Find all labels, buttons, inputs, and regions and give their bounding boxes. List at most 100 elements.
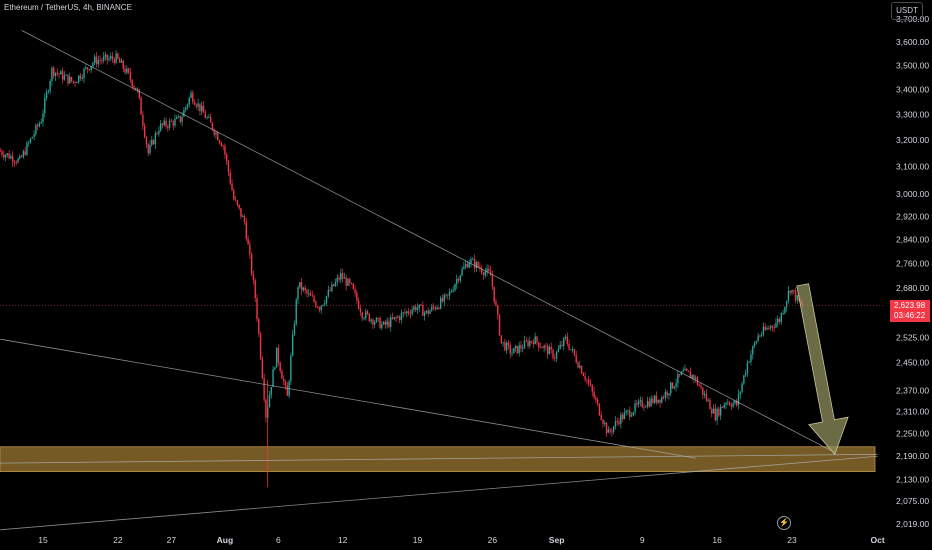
candle-body xyxy=(340,273,342,280)
candle-body xyxy=(447,294,449,296)
price-tick-label: 2,250.00 xyxy=(896,429,929,439)
candle-body xyxy=(152,139,155,145)
support-zone[interactable] xyxy=(0,446,876,472)
candle-body xyxy=(543,345,545,349)
time-tick-label: Oct xyxy=(871,535,885,545)
candle xyxy=(120,58,123,63)
candle xyxy=(113,57,116,66)
candle xyxy=(90,65,92,74)
candle xyxy=(588,375,590,387)
candle xyxy=(534,332,536,345)
projection-arrow[interactable] xyxy=(796,283,849,456)
candle-body xyxy=(231,183,233,191)
candle-body xyxy=(657,399,659,403)
time-axis[interactable]: 15 22 27 Aug 6 12 19 26 Sep 9 16 23 Oct xyxy=(38,535,885,545)
candle-body xyxy=(104,54,107,57)
currency-button[interactable]: USDT xyxy=(891,2,923,20)
candle xyxy=(202,101,205,113)
candle xyxy=(505,340,508,355)
candle xyxy=(374,320,376,328)
candle-body xyxy=(413,306,415,310)
time-tick-label: 26 xyxy=(488,535,498,545)
candle-body xyxy=(532,341,535,345)
candle-body xyxy=(99,60,101,61)
candle-body xyxy=(723,404,725,408)
candle-body xyxy=(29,138,32,143)
candle xyxy=(143,123,146,139)
candle-body xyxy=(168,120,171,128)
trendline[interactable] xyxy=(0,338,696,459)
candle-body xyxy=(143,125,146,137)
price-tick-label: 2,525.00 xyxy=(896,333,929,343)
candle-body xyxy=(768,328,770,329)
candle-body xyxy=(77,75,80,83)
candle-body xyxy=(165,120,167,127)
candle-body xyxy=(744,373,747,376)
candle-body xyxy=(641,400,643,408)
candle-body xyxy=(28,142,30,144)
trendline[interactable] xyxy=(0,453,878,464)
candle-body xyxy=(284,381,287,386)
candle-body xyxy=(753,343,756,347)
candle xyxy=(20,154,23,158)
candle-body xyxy=(416,308,419,311)
candle xyxy=(338,274,340,283)
candle-body xyxy=(773,327,775,328)
trendline[interactable] xyxy=(0,455,878,531)
candle xyxy=(662,395,665,400)
candle-body xyxy=(439,297,442,309)
candle-body xyxy=(382,321,385,325)
candle-body xyxy=(268,394,271,408)
candle xyxy=(643,403,645,412)
candle-body xyxy=(677,374,679,384)
candle-body xyxy=(464,264,467,267)
candle-body xyxy=(26,143,28,155)
candle-body xyxy=(523,340,526,349)
lightning-icon[interactable]: ⚡ xyxy=(777,516,791,530)
candle xyxy=(127,67,130,75)
trendline[interactable] xyxy=(21,29,835,453)
candle-body xyxy=(368,313,371,322)
candle-body xyxy=(249,244,251,255)
price-axis[interactable]: 3,700.003,600.003,500.003,400.003,300.00… xyxy=(896,14,929,529)
candle xyxy=(72,80,75,85)
candle-body xyxy=(133,86,135,88)
candle xyxy=(53,65,55,79)
plot-area xyxy=(0,29,885,531)
candle-body xyxy=(174,118,176,126)
candle xyxy=(677,370,679,388)
candle-body xyxy=(297,287,299,300)
candle-body xyxy=(3,154,5,158)
candle xyxy=(614,416,617,430)
candle-body xyxy=(598,403,601,416)
candle-body xyxy=(349,278,351,283)
candle-body xyxy=(315,301,317,307)
candle xyxy=(190,90,192,99)
candle-body xyxy=(72,81,75,83)
candle-body xyxy=(10,156,12,159)
candle xyxy=(179,115,182,124)
candle xyxy=(464,259,467,270)
candle-body xyxy=(750,354,752,362)
candle-body xyxy=(618,421,620,424)
candle xyxy=(13,159,16,168)
candle-body xyxy=(372,319,374,325)
candle xyxy=(461,266,463,277)
candle xyxy=(734,400,736,406)
candle-body xyxy=(6,153,9,155)
candle xyxy=(787,286,790,304)
candle-body xyxy=(229,172,231,184)
candle-body xyxy=(457,278,460,281)
candle xyxy=(236,199,239,207)
candle xyxy=(566,332,568,347)
price-tick-label: 2,450.00 xyxy=(896,358,929,368)
candle-body xyxy=(684,368,686,371)
candle-body xyxy=(687,370,690,372)
candle-body xyxy=(291,334,294,356)
candle xyxy=(393,316,396,321)
candle xyxy=(188,96,190,108)
candle xyxy=(29,137,32,144)
candle xyxy=(272,366,274,388)
candle xyxy=(575,350,577,364)
